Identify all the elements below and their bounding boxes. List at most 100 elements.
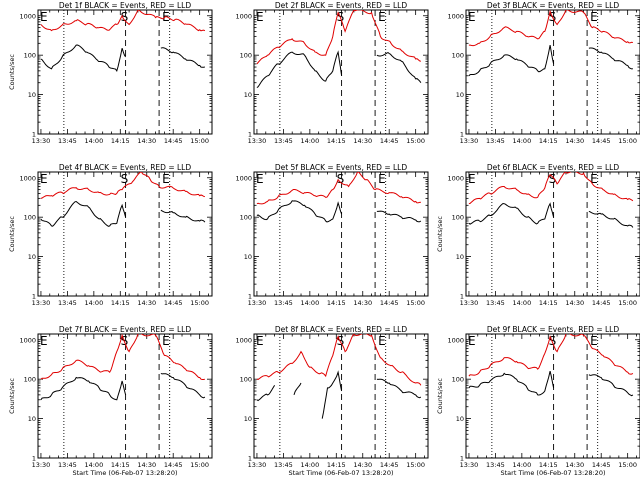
x-tick-label: 14:45 (164, 461, 183, 469)
plot-frame (465, 171, 640, 297)
panel-title: Det 6f BLACK = Events, RED = LLD (487, 163, 620, 172)
x-tick-label: 14:00 (512, 461, 531, 469)
series-line-events (40, 44, 205, 73)
flag-label: Ε (378, 172, 386, 186)
y-tick-label: 10 (456, 91, 464, 99)
x-tick-label: 15:00 (190, 137, 209, 145)
panel-title: Det 8f BLACK = Events, RED = LLD (275, 325, 408, 334)
flag-label: Ε (590, 10, 598, 24)
y-tick-label: 1 (248, 131, 252, 139)
y-axis-label: Counts/sec (8, 216, 16, 252)
flag-label: Ε (40, 172, 48, 186)
flag-label: Ε (590, 334, 598, 348)
x-tick-label: 14:30 (565, 461, 584, 469)
x-tick-label: 13:30 (460, 299, 479, 307)
x-tick-label: 13:45 (486, 137, 505, 145)
panel-det-8: Det 8f BLACK = Events, RED = LLD 1 10 100 10… (235, 325, 429, 477)
panel-title: Det 9f BLACK = Events, RED = LLD (487, 325, 620, 334)
y-axis-label: Counts/sec (8, 54, 16, 90)
x-tick-label: 13:30 (248, 299, 267, 307)
panel-det-6: Det 6f BLACK = Events, RED = LLD 1 10 100 10… (436, 163, 640, 307)
x-tick-label: 14:30 (565, 137, 584, 145)
x-tick-label: 13:30 (32, 299, 51, 307)
plot-frame (253, 171, 429, 297)
series-line-events (40, 372, 206, 401)
y-tick-label: 100 (452, 376, 464, 384)
y-tick-label: 10 (28, 415, 36, 423)
x-tick-label: 15:00 (190, 299, 209, 307)
x-tick-label: 14:15 (539, 461, 558, 469)
flag-label: Ε (256, 10, 264, 24)
y-tick-label: 100 (24, 214, 36, 222)
y-tick-label: 10 (244, 91, 252, 99)
y-tick-label: 10 (244, 415, 252, 423)
series-line-lld (256, 172, 421, 205)
x-axis-label: Start Time (06-Feb-07 13:28:20) (501, 469, 606, 477)
x-tick-label: 14:15 (327, 299, 346, 307)
plot-frame (253, 333, 429, 459)
y-tick-label: 100 (24, 376, 36, 384)
x-tick-label: 14:45 (592, 461, 611, 469)
flag-label: Ε (162, 334, 170, 348)
y-tick-label: 10 (28, 253, 36, 261)
x-tick-label: 13:30 (460, 137, 479, 145)
y-tick-label: 100 (452, 52, 464, 60)
x-tick-label: 14:15 (539, 137, 558, 145)
x-tick-label: 14:45 (592, 137, 611, 145)
plot-frame (465, 333, 640, 459)
x-tick-label: 14:45 (380, 461, 399, 469)
series-line-lld (468, 10, 633, 47)
y-axis-label: Counts/sec (436, 378, 444, 414)
y-tick-label: 1000 (235, 174, 252, 182)
series-group (256, 10, 422, 89)
y-tick-label: 100 (452, 214, 464, 222)
series-line-events (256, 50, 422, 89)
x-tick-label: 14:00 (512, 299, 531, 307)
x-tick-label: 14:15 (111, 137, 130, 145)
x-tick-label: 14:30 (137, 137, 156, 145)
x-tick-label: 13:30 (32, 461, 51, 469)
x-tick-label: 14:00 (84, 461, 103, 469)
y-tick-label: 100 (240, 214, 252, 222)
x-tick-label: 13:45 (58, 137, 77, 145)
x-tick-label: 14:00 (300, 137, 319, 145)
plot-frame (37, 333, 213, 459)
x-axis-label: Start Time (06-Feb-07 13:28:20) (289, 469, 394, 477)
panel-title: Det 1f BLACK = Events, RED = LLD (59, 1, 192, 10)
x-tick-label: 13:45 (274, 137, 293, 145)
y-tick-label: 1 (460, 293, 464, 301)
x-tick-label: 14:30 (137, 299, 156, 307)
plot-frame (253, 9, 429, 135)
x-tick-label: 14:30 (565, 299, 584, 307)
series-line-events (40, 200, 206, 227)
y-tick-label: 10 (456, 415, 464, 423)
flag-label: Ε (40, 10, 48, 24)
series-group (256, 172, 422, 223)
flag-label: Ε (378, 10, 386, 24)
x-tick-label: 13:45 (274, 299, 293, 307)
series-line-lld (40, 10, 206, 32)
y-tick-label: 100 (240, 52, 252, 60)
panel-det-4: Det 4f BLACK = Events, RED = LLD 1 10 100 10… (8, 163, 213, 307)
panel-title: Det 5f BLACK = Events, RED = LLD (275, 163, 408, 172)
series-line-lld (40, 334, 206, 380)
plot-frame (465, 9, 640, 135)
y-tick-label: 1000 (447, 336, 464, 344)
y-tick-label: 1 (248, 455, 252, 463)
x-tick-label: 14:30 (353, 461, 372, 469)
panel-title: Det 4f BLACK = Events, RED = LLD (59, 163, 192, 172)
flag-label: Ε (468, 10, 476, 24)
y-tick-label: 1 (32, 131, 36, 139)
x-tick-label: 14:15 (327, 461, 346, 469)
x-tick-label: 13:30 (32, 137, 51, 145)
panel-det-1: Det 1f BLACK = Events, RED = LLD 1 10 100 10… (8, 1, 213, 145)
x-tick-label: 13:30 (248, 137, 267, 145)
y-tick-label: 1000 (235, 12, 252, 20)
y-tick-label: 10 (244, 253, 252, 261)
flag-label: Ε (378, 334, 386, 348)
panel-det-2: Det 2f BLACK = Events, RED = LLD 1 10 100 10… (235, 1, 429, 145)
x-tick-label: 14:15 (539, 299, 558, 307)
series-line-lld (468, 172, 634, 205)
y-axis-label: Counts/sec (8, 378, 16, 414)
